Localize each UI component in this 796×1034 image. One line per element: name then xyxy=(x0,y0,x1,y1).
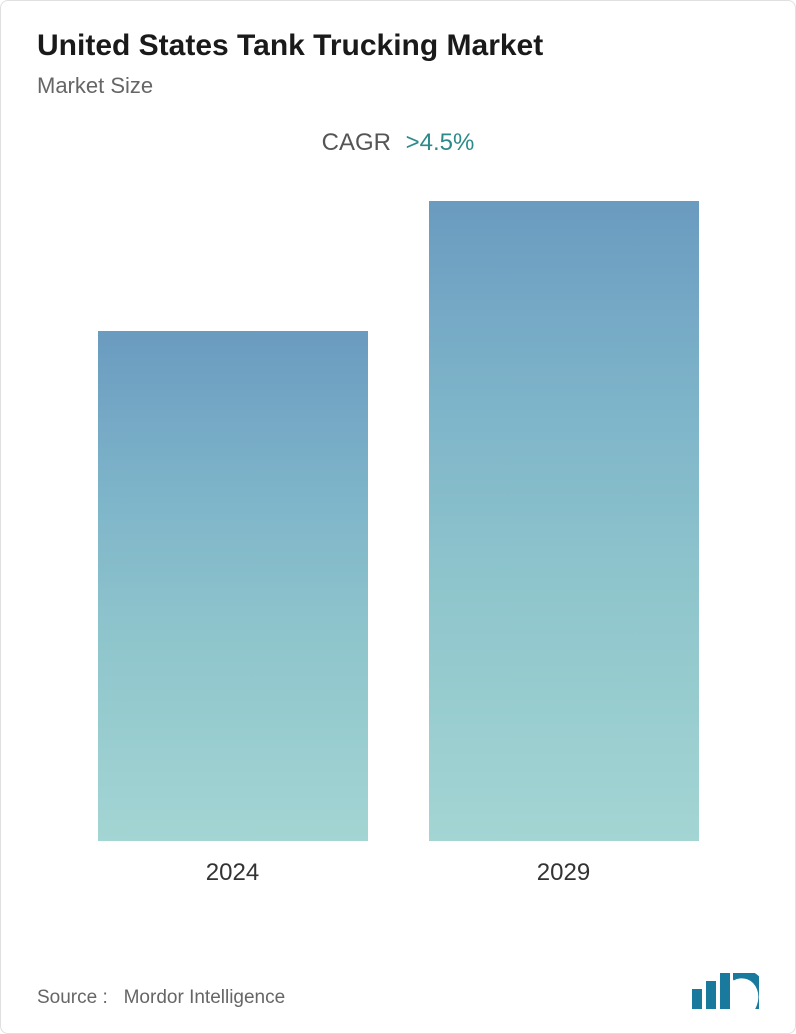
bar-group-1: 2029 xyxy=(429,201,699,887)
bar-group-0: 2024 xyxy=(98,331,368,887)
bar-label-1: 2029 xyxy=(537,859,590,887)
footer: Source : Mordor Intelligence xyxy=(37,973,759,1009)
cagr-line: CAGR >4.5% xyxy=(37,129,759,157)
bar-0 xyxy=(98,331,368,841)
cagr-value: >4.5% xyxy=(406,129,475,156)
bar-label-0: 2024 xyxy=(206,859,259,887)
cagr-label: CAGR xyxy=(322,129,391,156)
chart-subtitle: Market Size xyxy=(37,73,759,99)
source-text: Source : Mordor Intelligence xyxy=(37,987,285,1009)
logo-bar-1 xyxy=(692,989,702,1009)
source-name: Mordor Intelligence xyxy=(124,987,286,1008)
chart-area: 2024 2029 xyxy=(37,207,759,887)
logo-bar-3 xyxy=(720,973,730,1009)
source-label: Source : xyxy=(37,987,108,1008)
bar-1 xyxy=(429,201,699,841)
chart-title: United States Tank Trucking Market xyxy=(37,29,759,63)
brand-logo-icon xyxy=(692,973,759,1009)
logo-swoosh-icon xyxy=(733,973,759,1009)
logo-bar-2 xyxy=(706,981,716,1009)
logo-bars-icon xyxy=(692,973,730,1009)
